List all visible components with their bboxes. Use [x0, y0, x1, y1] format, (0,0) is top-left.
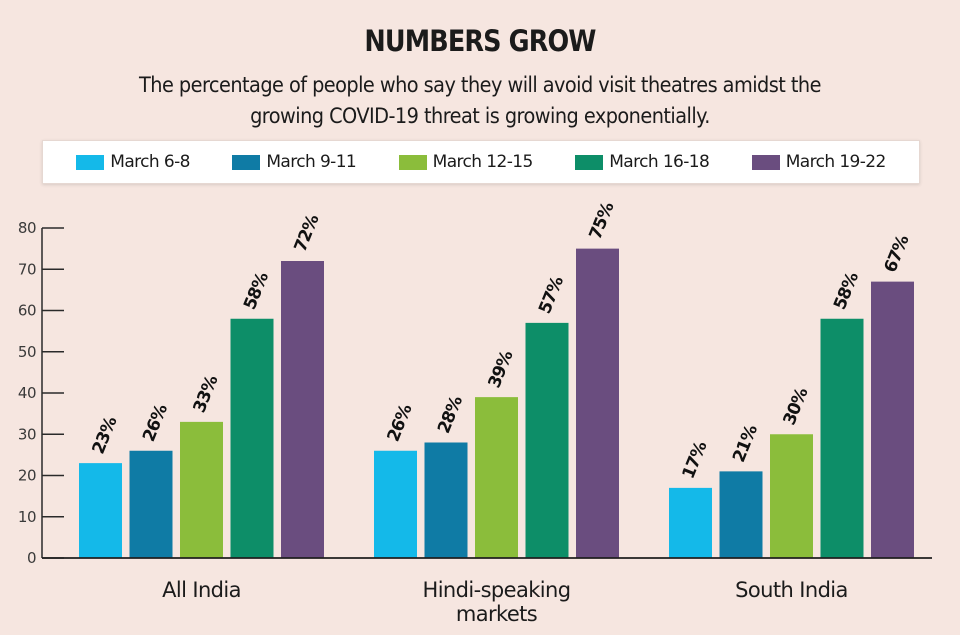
legend-label: March 16-18 — [609, 152, 710, 172]
data-label: 21% — [729, 422, 762, 465]
category-label: markets — [456, 602, 537, 626]
y-tick-label: 50 — [18, 343, 36, 361]
bar — [475, 397, 518, 558]
y-tick-label: 60 — [18, 302, 36, 320]
legend-swatch — [232, 154, 261, 170]
legend-item: March 9-11 — [232, 152, 357, 172]
subtitle-line-2: growing COVID-19 threat is growing expon… — [250, 104, 710, 128]
bar — [424, 442, 468, 558]
legend-swatch — [751, 154, 780, 170]
bar — [820, 318, 864, 558]
data-label: 39% — [485, 348, 518, 391]
bar — [871, 281, 914, 558]
data-label: 72% — [291, 212, 324, 255]
bar — [281, 261, 324, 558]
legend-label: March 6-8 — [110, 152, 190, 172]
legend-label: March 12-15 — [432, 152, 534, 172]
bar — [230, 318, 274, 558]
bar — [576, 248, 619, 558]
data-label: 26% — [139, 401, 172, 444]
category-label: Hindi-speaking — [423, 578, 571, 602]
bar — [79, 463, 122, 558]
legend-item: March 12-15 — [398, 152, 534, 172]
y-tick-label: 70 — [18, 260, 36, 278]
category-label: All India — [162, 578, 241, 602]
bar — [374, 450, 417, 558]
y-tick-label: 40 — [18, 384, 36, 402]
chart-title: NUMBERS GROW — [364, 24, 596, 58]
data-label: 30% — [780, 385, 813, 428]
data-label: 28% — [434, 393, 467, 436]
bar — [180, 421, 223, 558]
data-label: 57% — [535, 273, 568, 316]
data-label: 58% — [830, 269, 863, 312]
legend-swatch — [398, 154, 427, 170]
legend-label: March 19-22 — [785, 152, 887, 172]
data-label: 75% — [586, 199, 619, 242]
bar — [770, 434, 813, 558]
data-label: 58% — [240, 269, 273, 312]
data-label: 33% — [190, 372, 223, 415]
y-tick-label: 30 — [18, 425, 36, 443]
data-label: 26% — [384, 401, 417, 444]
legend-item: March 6-8 — [76, 152, 190, 172]
legend-label: March 9-11 — [266, 152, 357, 172]
legend-swatch — [575, 154, 604, 170]
bar — [719, 471, 763, 558]
y-tick-label: 80 — [18, 219, 36, 237]
chart-legend: March 6-8 March 9-11 March 12-15 March 16-1… — [42, 140, 920, 184]
y-tick-label: 10 — [18, 508, 36, 526]
y-tick-label: 0 — [27, 549, 36, 567]
data-label: 17% — [679, 438, 712, 481]
legend-swatch — [76, 154, 105, 170]
data-label: 67% — [881, 232, 914, 275]
legend-item: March 16-18 — [575, 152, 710, 172]
bar — [525, 322, 569, 558]
subtitle-line-1: The percentage of people who say they wi… — [139, 73, 821, 97]
bar — [669, 487, 712, 558]
category-label: South India — [735, 578, 848, 602]
y-tick-label: 20 — [18, 467, 36, 485]
legend-item: March 19-22 — [751, 152, 887, 172]
bar — [129, 450, 173, 558]
data-label: 23% — [89, 414, 122, 457]
chart-subtitle: The percentage of people who say they wi… — [75, 70, 885, 132]
